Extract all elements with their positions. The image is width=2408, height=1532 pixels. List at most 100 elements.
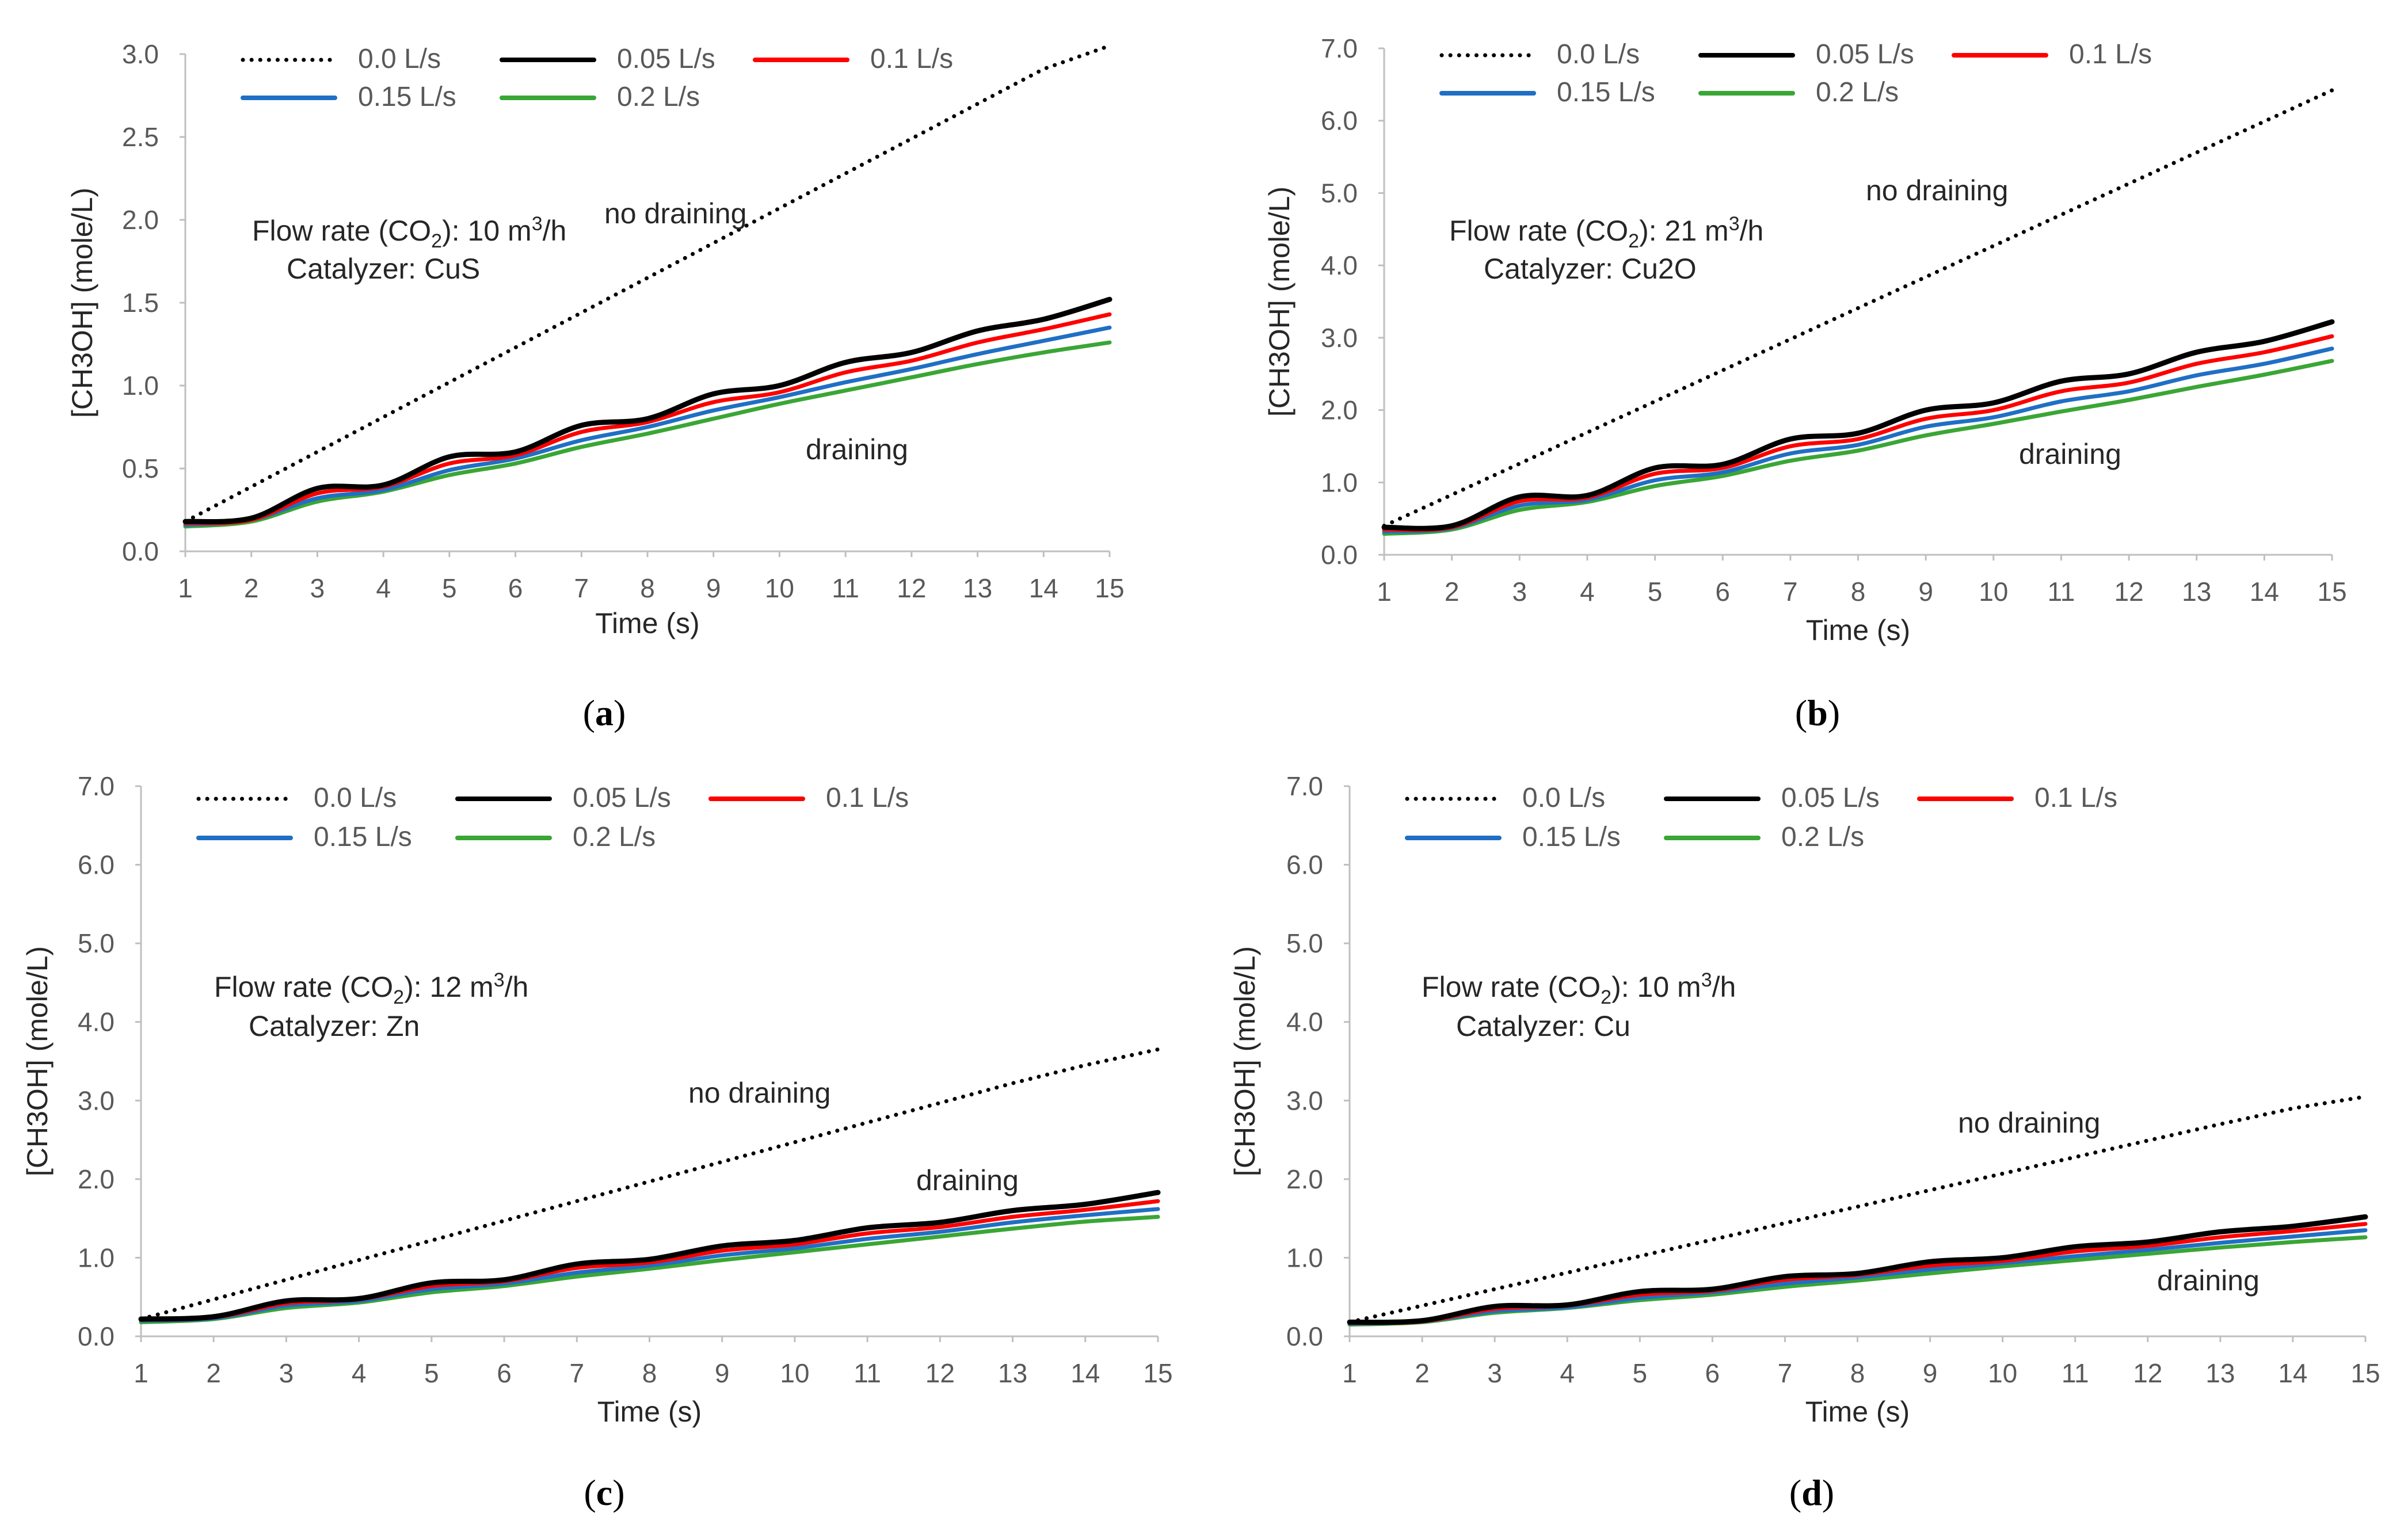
legend-label: 0.15 L/s [1557, 77, 1655, 108]
x-tick-label: 10 [1988, 1358, 2017, 1388]
legend-label: 0.05 L/s [573, 783, 671, 813]
x-tick-label: 1 [134, 1358, 148, 1388]
series-line-0-05-l-s [182, 296, 1112, 525]
legend-label: 0.0 L/s [1522, 783, 1605, 813]
y-axis-label: [CH3OH] (mole/L) [1263, 186, 1296, 417]
series-line-0-05-l-s [1381, 319, 2335, 531]
series-line-0-15-l-s [183, 325, 1112, 527]
x-tick-label: 4 [376, 573, 391, 603]
chart-panel-a: 0.00.51.01.52.02.53.01 2 3 4 5 6 7 8 9 10 11 12 13 14… [66, 39, 1125, 733]
chart-panel-c: 0.01.02.03.04.05.06.07.01 2 3 4 5 6 7 8 9 10 11 12 1… [21, 771, 1173, 1513]
chart-panel-d: 0.01.02.03.04.05.06.07.01 2 3 4 5 6 7 8 9 10 11 12 1… [1229, 771, 2380, 1513]
x-tick-label: 14 [2278, 1358, 2307, 1388]
chart-panel-b: 0.01.02.03.04.05.06.07.01 2 3 4 5 6 7 8 9 10 11 12 1… [1263, 33, 2347, 733]
panel-caption: (d) [1789, 1472, 1834, 1513]
x-tick-label: 13 [2182, 577, 2211, 607]
x-tick-label: 12 [925, 1358, 955, 1388]
series-line-0-0-l-s [1382, 88, 2334, 528]
legend-label: 0.1 L/s [2069, 39, 2152, 70]
y-tick-label: 2.5 [122, 122, 159, 152]
x-tick-label: 4 [352, 1358, 367, 1388]
x-tick-label: 10 [780, 1358, 809, 1388]
x-tick-label: 5 [424, 1358, 439, 1388]
legend-label: 0.15 L/s [1522, 822, 1621, 852]
catalyzer-annotation: Catalyzer: Zn [249, 1010, 420, 1042]
x-tick-label: 11 [854, 1358, 881, 1388]
x-tick-label: 12 [2133, 1358, 2162, 1388]
x-tick-label: 2 [206, 1358, 221, 1388]
y-tick-label: 6.0 [1321, 106, 1358, 136]
draining-label: draining [916, 1164, 1019, 1196]
y-tick-label: 4.0 [78, 1007, 115, 1037]
panel-caption: (c) [584, 1472, 624, 1513]
y-tick-label: 6.0 [78, 850, 115, 880]
y-tick-label: 1.0 [122, 371, 159, 401]
y-tick-label: 0.5 [122, 453, 159, 483]
x-tick-label: 9 [715, 1358, 730, 1388]
x-tick-label: 3 [1487, 1358, 1502, 1388]
draining-label: draining [806, 433, 908, 466]
legend-label: 0.2 L/s [617, 82, 700, 112]
y-tick-label: 4.0 [1286, 1007, 1323, 1037]
y-tick-label: 1.5 [122, 288, 159, 318]
x-tick-label: 3 [1512, 577, 1527, 607]
x-tick-label: 6 [1715, 577, 1730, 607]
no-draining-label: no draining [604, 197, 746, 230]
x-tick-label: 4 [1560, 1358, 1575, 1388]
x-tick-label: 12 [897, 573, 926, 603]
y-tick-label: 5.0 [1321, 178, 1358, 208]
x-tick-label: 8 [1851, 577, 1866, 607]
y-tick-label: 7.0 [1286, 771, 1323, 801]
series-line-0-1-l-s [183, 312, 1112, 525]
series-line-0-0-l-s [139, 1047, 1160, 1321]
y-tick-label: 2.0 [122, 205, 159, 235]
x-tick-label: 9 [1923, 1358, 1938, 1388]
y-tick-label: 7.0 [78, 771, 115, 801]
x-tick-label: 15 [2317, 577, 2346, 607]
y-tick-label: 0.0 [78, 1321, 115, 1351]
no-draining-label: no draining [1866, 174, 2008, 207]
y-tick-label: 2.0 [1321, 395, 1358, 425]
x-tick-label: 6 [1705, 1358, 1720, 1388]
x-tick-label: 3 [279, 1358, 294, 1388]
x-tick-label: 14 [1029, 573, 1058, 603]
x-tick-label: 5 [442, 573, 457, 603]
x-tick-label: 4 [1580, 577, 1595, 607]
legend-label: 0.05 L/s [617, 44, 715, 74]
x-tick-label: 15 [1095, 573, 1124, 603]
legend-label: 0.2 L/s [1781, 822, 1864, 852]
x-tick-label: 8 [1850, 1358, 1865, 1388]
x-tick-label: 6 [497, 1358, 512, 1388]
x-tick-label: 13 [2205, 1358, 2235, 1388]
panel-caption: (a) [583, 692, 626, 733]
x-tick-label: 3 [310, 573, 325, 603]
legend-label: 0.15 L/s [314, 822, 412, 852]
x-tick-label: 11 [2062, 1358, 2089, 1388]
x-tick-label: 7 [1778, 1358, 1793, 1388]
x-tick-label: 14 [2250, 577, 2279, 607]
x-tick-label: 13 [963, 573, 992, 603]
x-tick-label: 15 [1143, 1358, 1172, 1388]
legend-label: 0.1 L/s [870, 44, 953, 74]
x-tick-label: 1 [1342, 1358, 1357, 1388]
y-axis-label: [CH3OH] (mole/L) [66, 188, 98, 418]
series-line-0-15-l-s [1382, 346, 2334, 534]
y-tick-label: 2.0 [1286, 1164, 1323, 1194]
x-tick-label: 5 [1632, 1358, 1647, 1388]
x-tick-label: 15 [2350, 1358, 2380, 1388]
x-tick-label: 6 [508, 573, 523, 603]
x-axis-label: Time (s) [1805, 1396, 1910, 1428]
series-line-0-1-l-s [1382, 334, 2334, 532]
flow-rate-annotation: Flow rate (CO2): 12 m3/h [214, 969, 528, 1008]
x-tick-label: 7 [574, 573, 589, 603]
y-tick-label: 3.0 [78, 1085, 115, 1115]
x-tick-label: 2 [244, 573, 259, 603]
draining-label: draining [2019, 438, 2121, 470]
y-tick-label: 6.0 [1286, 850, 1323, 880]
flow-rate-annotation: Flow rate (CO2): 21 m3/h [1449, 213, 1763, 252]
series-line-0-05-l-s [1347, 1214, 2368, 1325]
y-tick-label: 3.0 [1286, 1085, 1323, 1115]
legend-label: 0.15 L/s [358, 82, 456, 112]
x-tick-label: 8 [642, 1358, 657, 1388]
x-axis-label: Time (s) [595, 607, 699, 639]
